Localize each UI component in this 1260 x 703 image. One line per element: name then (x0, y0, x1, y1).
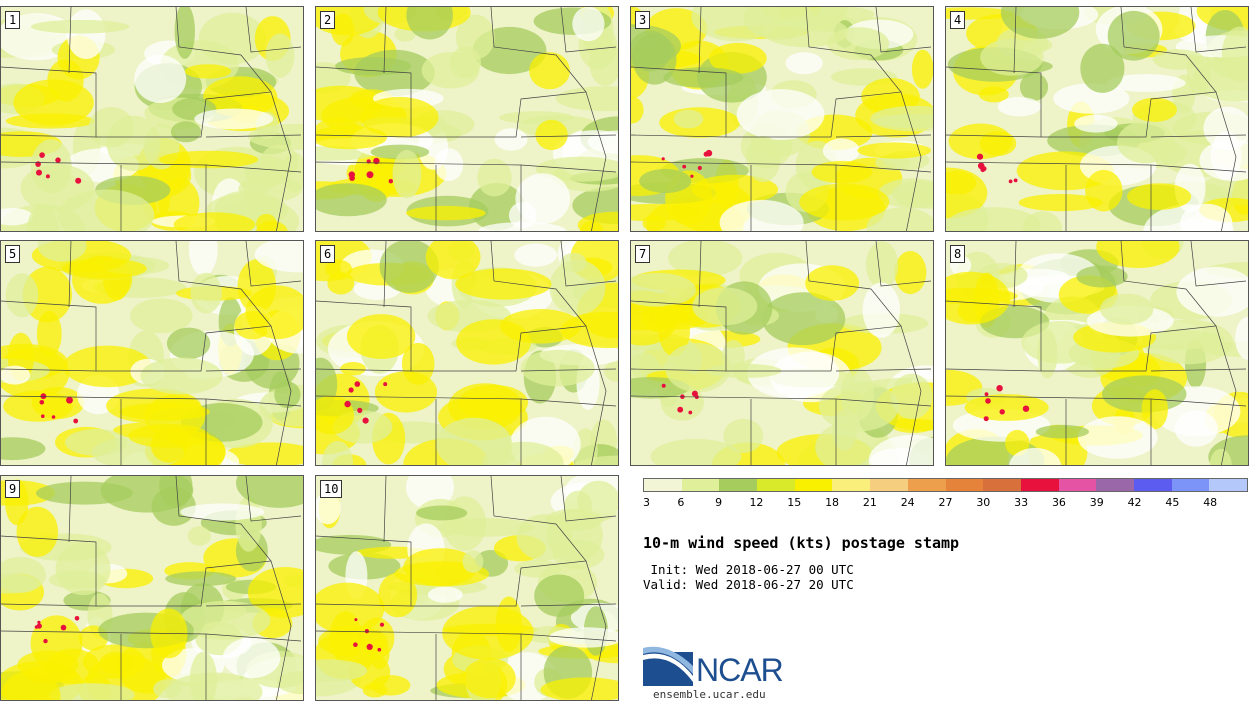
colorbar-swatch (719, 479, 758, 491)
colorbar-swatch (907, 479, 946, 491)
colorbar-tick-label: 30 (976, 496, 991, 509)
stamp-panel-1: 1 (0, 6, 304, 232)
colorbar-swatch (681, 479, 720, 491)
stamp-panel-9: 9 (0, 475, 304, 701)
logo-url: ensemble.ucar.edu (653, 688, 766, 701)
colorbar-tick-label: 24 (900, 496, 915, 509)
stamp-panel-4: 4 (945, 6, 1249, 232)
colorbar-tick-label: 45 (1165, 496, 1180, 509)
colorbar (643, 478, 1248, 492)
colorbar-tick-label: 48 (1203, 496, 1218, 509)
colorbar-tick-label: 27 (938, 496, 953, 509)
stamp-panel-6: 6 (315, 240, 619, 466)
colorbar-tick-label: 6 (677, 496, 685, 509)
colorbar-swatch (644, 479, 682, 491)
colorbar-swatch (983, 479, 1021, 491)
colorbar-tick-label: 39 (1089, 496, 1104, 509)
ncar-logo: NCAR (643, 646, 803, 696)
colorbar-swatch (1209, 479, 1247, 491)
stamp-panel-8: 8 (945, 240, 1249, 466)
colorbar-swatch (1171, 479, 1210, 491)
member-label: 3 (635, 11, 651, 29)
colorbar-tick-label: 33 (1014, 496, 1029, 509)
member-label: 9 (5, 480, 21, 498)
member-label: 4 (950, 11, 966, 29)
colorbar-tick-label: 3 (643, 496, 650, 509)
ncar-swoosh-icon (643, 646, 693, 686)
color-legend: 3 6 9 12 15 18 21 24 27 30 33 36 39 42 45 48 (643, 478, 1248, 512)
colorbar-swatch (1096, 479, 1134, 491)
colorbar-swatch (870, 479, 908, 491)
colorbar-tick-label: 9 (715, 496, 723, 509)
member-label: 6 (320, 245, 336, 263)
colorbar-tick-label: 36 (1051, 496, 1066, 509)
colorbar-tick-label: 12 (749, 496, 764, 509)
colorbar-swatch (832, 479, 871, 491)
stamp-panel-3: 3 (630, 6, 934, 232)
colorbar-tick-label: 21 (862, 496, 877, 509)
stamp-panel-5: 5 (0, 240, 304, 466)
colorbar-tick-label: 42 (1127, 496, 1142, 509)
colorbar-swatch (1020, 479, 1059, 491)
stamp-panel-2: 2 (315, 6, 619, 232)
member-label: 10 (320, 480, 343, 498)
stamp-panel-7: 7 (630, 240, 934, 466)
member-label: 8 (950, 245, 966, 263)
colorbar-ticks: 3 6 9 12 15 18 21 24 27 30 33 36 39 42 45 48 (643, 496, 1248, 512)
member-label: 5 (5, 245, 21, 263)
member-label: 7 (635, 245, 651, 263)
colorbar-tick-label: 18 (825, 496, 840, 509)
colorbar-swatch (1133, 479, 1172, 491)
colorbar-swatch (1058, 479, 1097, 491)
valid-time: Valid: Wed 2018-06-27 20 UTC (643, 577, 854, 592)
map-title: 10-m wind speed (kts) postage stamp (643, 534, 960, 552)
member-label: 2 (320, 11, 336, 29)
colorbar-tick-label: 15 (787, 496, 802, 509)
ncar-wordmark: NCAR (696, 652, 784, 688)
init-time: Init: Wed 2018-06-27 00 UTC (643, 562, 854, 577)
colorbar-swatch (757, 479, 795, 491)
time-info: Init: Wed 2018-06-27 00 UTC Valid: Wed 20… (643, 562, 854, 592)
stamp-panel-10: 10 (315, 475, 619, 701)
member-label: 1 (5, 11, 21, 29)
colorbar-swatch (945, 479, 984, 491)
colorbar-swatch (794, 479, 833, 491)
